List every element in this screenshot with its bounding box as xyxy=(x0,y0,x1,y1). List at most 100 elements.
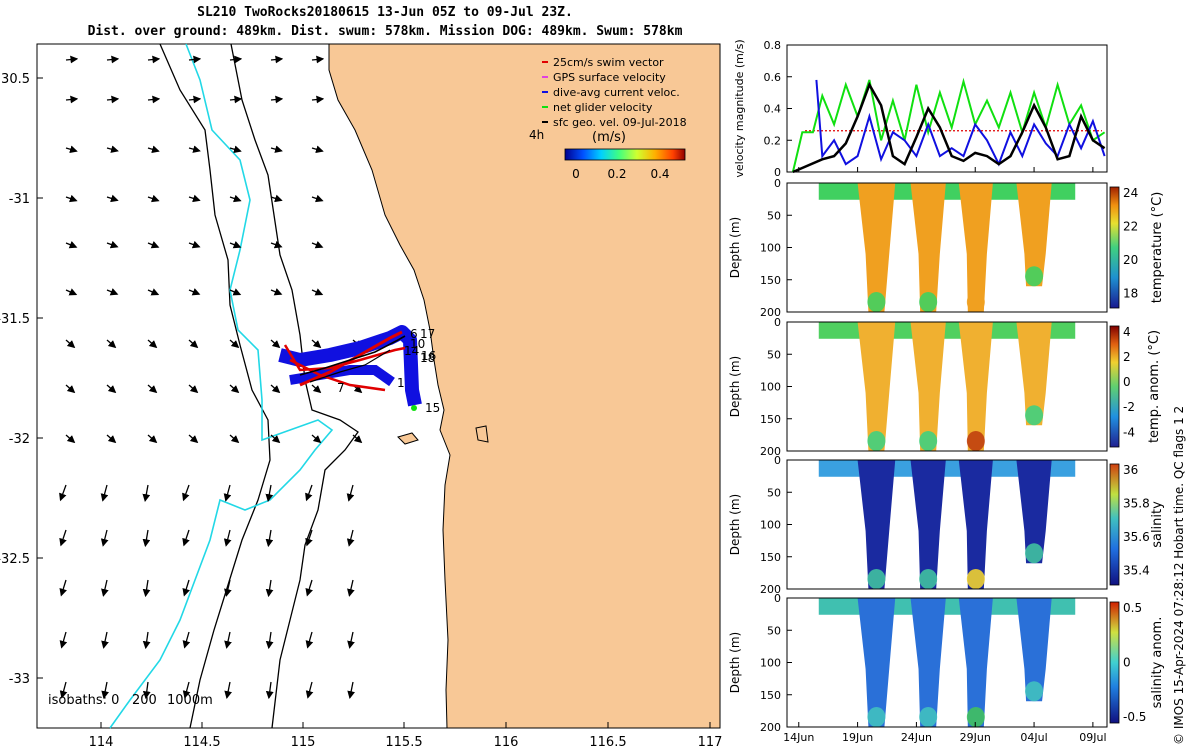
velocity-arrow xyxy=(352,434,363,444)
colorbar-tick: 0.2 xyxy=(607,167,626,181)
isobaths-label: isobaths: 0 xyxy=(48,693,119,708)
deep-water-patch xyxy=(919,292,938,312)
velocity-arrow xyxy=(59,579,67,597)
velocity-arrow xyxy=(65,339,76,349)
velocity-arrow xyxy=(147,241,160,249)
colorbar-tick: 2 xyxy=(1123,350,1131,364)
track-label: 6 xyxy=(410,327,418,341)
colorbar-tick: 0.4 xyxy=(650,167,669,181)
section-profile xyxy=(1016,598,1052,702)
depth-tick: 100 xyxy=(760,381,781,394)
lon-tick-label: 116.5 xyxy=(589,735,626,750)
velocity-series xyxy=(791,77,1106,173)
colorbar-label: temperature (°C) xyxy=(1150,192,1165,304)
velocity-arrow xyxy=(182,529,190,547)
colorbar-tick: 4 xyxy=(1123,325,1131,339)
depth-ylabel: Depth (m) xyxy=(728,356,742,417)
velocity-arrow xyxy=(106,288,119,296)
colorbar-tick: -0.5 xyxy=(1123,710,1146,724)
colorbar-tick: 22 xyxy=(1123,219,1138,233)
legend-label: GPS surface velocity xyxy=(553,71,666,84)
velocity-arrow xyxy=(188,95,202,104)
deep-water-patch xyxy=(867,431,886,451)
section-profile xyxy=(910,322,946,451)
velocity-arrow xyxy=(65,434,76,444)
lon-tick-label: 117 xyxy=(698,735,723,750)
section-profile xyxy=(910,183,946,312)
time-tick-label: 29Jun xyxy=(960,731,991,744)
colorbar-label: salinity anom. xyxy=(1150,617,1165,709)
velocity-arrow xyxy=(305,681,314,699)
velocity-arrow xyxy=(265,631,274,650)
velocity-arrow xyxy=(223,484,232,502)
legend-prefix: 4h xyxy=(529,128,544,142)
velocity-arrow xyxy=(65,241,78,249)
velocity-arrow xyxy=(106,55,120,64)
velocity-arrow xyxy=(270,95,284,104)
velocity-arrow xyxy=(305,484,313,502)
velocity-arrow xyxy=(270,288,283,296)
lat-tick-label: -32.5 xyxy=(0,552,30,567)
velocity-arrow xyxy=(182,631,191,649)
velocity-arrow xyxy=(65,145,78,154)
deep-water-patch xyxy=(1025,543,1044,564)
isobaths-1000: 1000m xyxy=(167,693,213,708)
velocity-arrow xyxy=(106,194,119,203)
velocity-arrow xyxy=(142,484,151,503)
depth-tick: 150 xyxy=(760,274,781,287)
section-profile xyxy=(857,598,896,727)
velocity-arrow xyxy=(147,194,160,203)
velocity-arrow xyxy=(188,194,201,203)
velocity-ytick: 0 xyxy=(774,166,781,179)
velocity-arrow xyxy=(229,288,242,296)
velocity-arrow xyxy=(311,55,325,64)
velocity-arrow xyxy=(229,241,242,249)
side-note: © IMOS 15-Apr-2024 07:28:12 Hobart time.… xyxy=(1172,405,1186,745)
velocity-arrow xyxy=(101,681,109,699)
time-tick-label: 19Jun xyxy=(842,731,873,744)
island xyxy=(475,425,489,443)
colorbar-tick: 0.5 xyxy=(1123,601,1142,615)
time-tick-label: 14Jun xyxy=(783,731,814,744)
colorbar-tick: 0 xyxy=(572,167,580,181)
section-profile xyxy=(958,183,993,312)
deep-water-patch xyxy=(966,707,985,727)
map-legend: 25cm/s swim vector GPS surface velocity di… xyxy=(529,56,687,181)
velocity-arrow xyxy=(347,631,355,649)
depth-tick: 0 xyxy=(774,177,781,190)
depth-tick: 50 xyxy=(767,348,781,361)
colorbar-unit: (m/s) xyxy=(592,130,626,145)
velocity-arrow xyxy=(188,55,202,64)
velocity-arrow xyxy=(347,681,355,699)
velocity-arrow xyxy=(229,55,243,64)
velocity-arrow xyxy=(65,384,76,394)
section-profile xyxy=(857,460,896,589)
velocity-arrow xyxy=(106,384,117,394)
velocity-arrow xyxy=(147,384,158,394)
track-label: 18 xyxy=(420,351,435,365)
velocity-arrow xyxy=(59,529,67,547)
section-profile xyxy=(1016,322,1052,426)
isobath-1000 xyxy=(159,43,271,729)
colorbar-tick: 35.6 xyxy=(1123,530,1150,544)
depth-tick: 50 xyxy=(767,209,781,222)
lat-tick-label: -31 xyxy=(9,192,30,207)
colorbar-tick: 36 xyxy=(1123,463,1138,477)
velocity-arrow xyxy=(224,631,232,649)
velocity-arrow xyxy=(270,240,283,249)
colorbar-tick: -4 xyxy=(1123,425,1135,439)
depth-tick: 200 xyxy=(760,583,781,596)
velocity-arrow xyxy=(346,529,355,547)
lon-tick-label: 116 xyxy=(494,735,519,750)
section-axes xyxy=(786,182,1108,313)
depth-tick: 100 xyxy=(760,242,781,255)
velocity-arrow xyxy=(182,484,190,502)
velocity-arrow xyxy=(106,434,117,444)
deep-water-patch xyxy=(1025,266,1044,287)
velocity-arrow xyxy=(147,145,160,154)
depth-tick: 150 xyxy=(760,413,781,426)
colorbar-label: salinity xyxy=(1150,501,1165,548)
velocity-arrow xyxy=(270,434,281,444)
